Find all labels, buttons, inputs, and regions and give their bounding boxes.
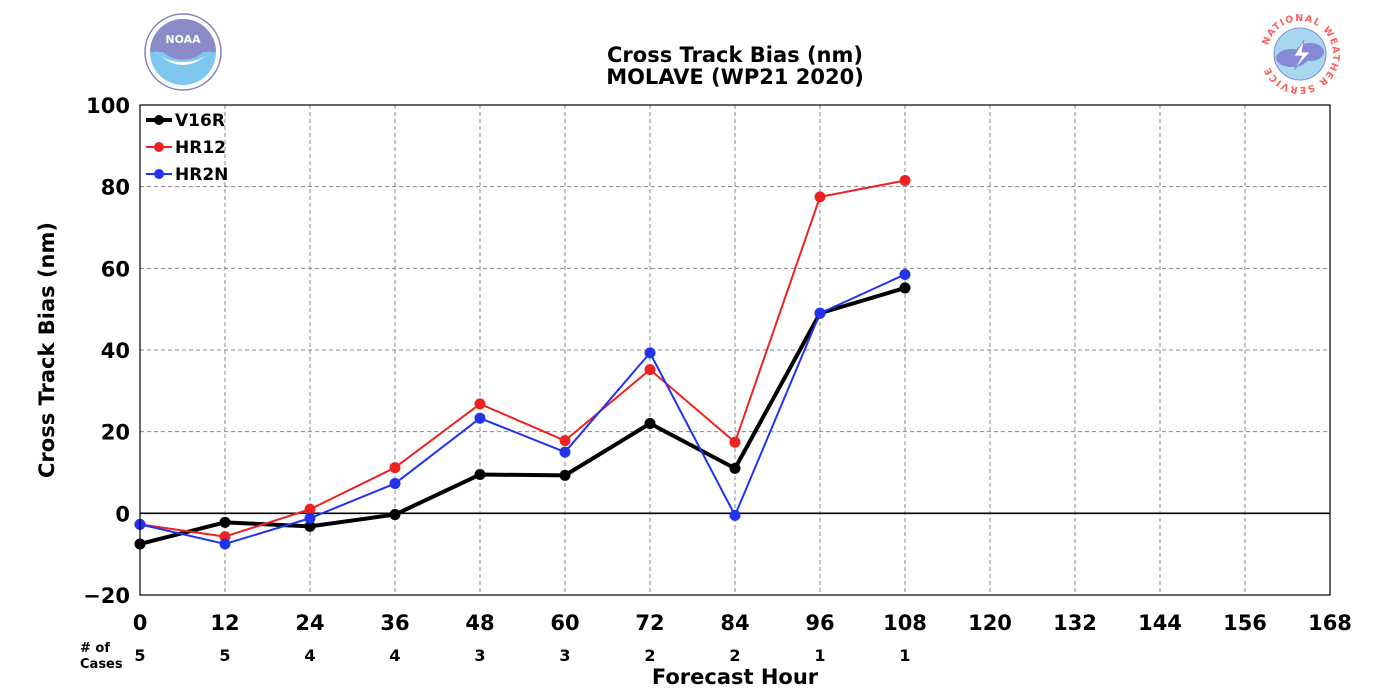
data-point bbox=[389, 509, 401, 521]
y-tick-label: 80 bbox=[101, 176, 130, 200]
data-point bbox=[474, 412, 486, 424]
data-point bbox=[474, 398, 486, 410]
x-tick-label: 72 bbox=[635, 611, 664, 635]
legend-label: V16R bbox=[175, 111, 225, 131]
legend: V16R HR12 HR2N bbox=[146, 111, 228, 185]
legend-item-v16r: V16R bbox=[146, 111, 225, 131]
x-tick-labels: 0 12 24 36 48 60 72 84 96 108 120 132 144 156 168 bbox=[133, 611, 1352, 635]
x-tick-label: 120 bbox=[968, 611, 1012, 635]
y-axis-label: Cross Track Bias (nm) bbox=[35, 222, 59, 478]
data-point bbox=[304, 503, 316, 515]
data-point bbox=[814, 191, 826, 203]
data-point bbox=[559, 469, 571, 481]
x-tick-label: 108 bbox=[883, 611, 927, 635]
legend-label: HR12 bbox=[175, 138, 226, 158]
data-point bbox=[474, 469, 486, 481]
case-count: 3 bbox=[474, 646, 485, 665]
x-tick-label: 0 bbox=[133, 611, 148, 635]
series-line bbox=[139, 286, 906, 546]
grid-lines bbox=[140, 105, 1330, 595]
data-point bbox=[219, 538, 231, 550]
data-point bbox=[814, 307, 826, 319]
series-group bbox=[134, 175, 911, 550]
data-point bbox=[389, 478, 401, 490]
y-tick-label: −20 bbox=[83, 584, 130, 608]
x-tick-label: 144 bbox=[1138, 611, 1182, 635]
case-count: 2 bbox=[729, 646, 740, 665]
data-point bbox=[899, 175, 911, 187]
x-tick-label: 12 bbox=[210, 611, 239, 635]
data-point bbox=[899, 282, 911, 294]
noaa-logo-top bbox=[150, 19, 216, 60]
chart-subtitle: MOLAVE (WP21 2020) bbox=[606, 65, 864, 89]
case-counts: 5 5 4 4 3 3 2 2 1 1 bbox=[134, 646, 910, 665]
x-tick-label: 156 bbox=[1223, 611, 1267, 635]
case-count: 2 bbox=[644, 646, 655, 665]
legend-swatch-marker bbox=[154, 115, 164, 125]
legend-item-hr12: HR12 bbox=[146, 138, 226, 158]
case-count: 5 bbox=[134, 646, 145, 665]
noaa-logo-gull bbox=[155, 50, 211, 65]
y-tick-labels: −20 0 20 40 60 80 100 bbox=[83, 94, 130, 608]
cases-label-line2: Cases bbox=[80, 657, 123, 672]
x-tick-label: 84 bbox=[720, 611, 749, 635]
case-count: 4 bbox=[389, 646, 400, 665]
case-count: 1 bbox=[814, 646, 825, 665]
data-point bbox=[729, 436, 741, 448]
data-point bbox=[644, 418, 656, 429]
nws-logo: NATIONAL WEATHER SERVICE bbox=[1260, 13, 1340, 95]
data-point bbox=[729, 509, 741, 521]
x-tick-label: 96 bbox=[805, 611, 834, 635]
noaa-logo: NOAA bbox=[144, 13, 222, 91]
legend-label: HR2N bbox=[175, 165, 228, 185]
legend-swatch-marker bbox=[154, 142, 164, 152]
y-tick-label: 40 bbox=[101, 339, 130, 363]
x-tick-label: 168 bbox=[1308, 611, 1352, 635]
y-tick-label: 60 bbox=[101, 257, 130, 281]
y-tick-label: 100 bbox=[86, 94, 130, 118]
data-point bbox=[219, 516, 231, 528]
data-point bbox=[644, 347, 656, 359]
x-axis-label: Forecast Hour bbox=[652, 665, 819, 689]
case-count: 4 bbox=[304, 646, 315, 665]
case-count: 3 bbox=[559, 646, 570, 665]
x-tick-label: 60 bbox=[550, 611, 579, 635]
series-hr2n bbox=[134, 268, 911, 550]
data-point bbox=[304, 520, 316, 532]
data-point bbox=[389, 462, 401, 474]
series-v16r bbox=[134, 282, 911, 550]
data-point bbox=[559, 435, 571, 447]
legend-swatch-marker bbox=[154, 169, 164, 179]
x-tick-label: 132 bbox=[1053, 611, 1097, 635]
data-point bbox=[559, 446, 571, 458]
y-tick-label: 0 bbox=[115, 502, 130, 526]
series-line bbox=[139, 179, 906, 538]
plot-frame bbox=[139, 104, 1331, 596]
y-tick-label: 20 bbox=[101, 421, 130, 445]
data-point bbox=[304, 512, 316, 524]
data-point bbox=[729, 462, 741, 474]
legend-item-hr2n: HR2N bbox=[146, 165, 228, 185]
data-point bbox=[899, 268, 911, 280]
x-tick-label: 36 bbox=[380, 611, 409, 635]
noaa-logo-text: NOAA bbox=[165, 33, 201, 46]
data-point bbox=[644, 364, 656, 376]
x-tick-label: 24 bbox=[295, 611, 324, 635]
x-tick-label: 48 bbox=[465, 611, 494, 635]
cases-label-line1: # of bbox=[80, 641, 110, 656]
case-count: 5 bbox=[219, 646, 230, 665]
series-line bbox=[139, 273, 906, 545]
case-count: 1 bbox=[899, 646, 910, 665]
chart-title: Cross Track Bias (nm) bbox=[607, 43, 863, 67]
